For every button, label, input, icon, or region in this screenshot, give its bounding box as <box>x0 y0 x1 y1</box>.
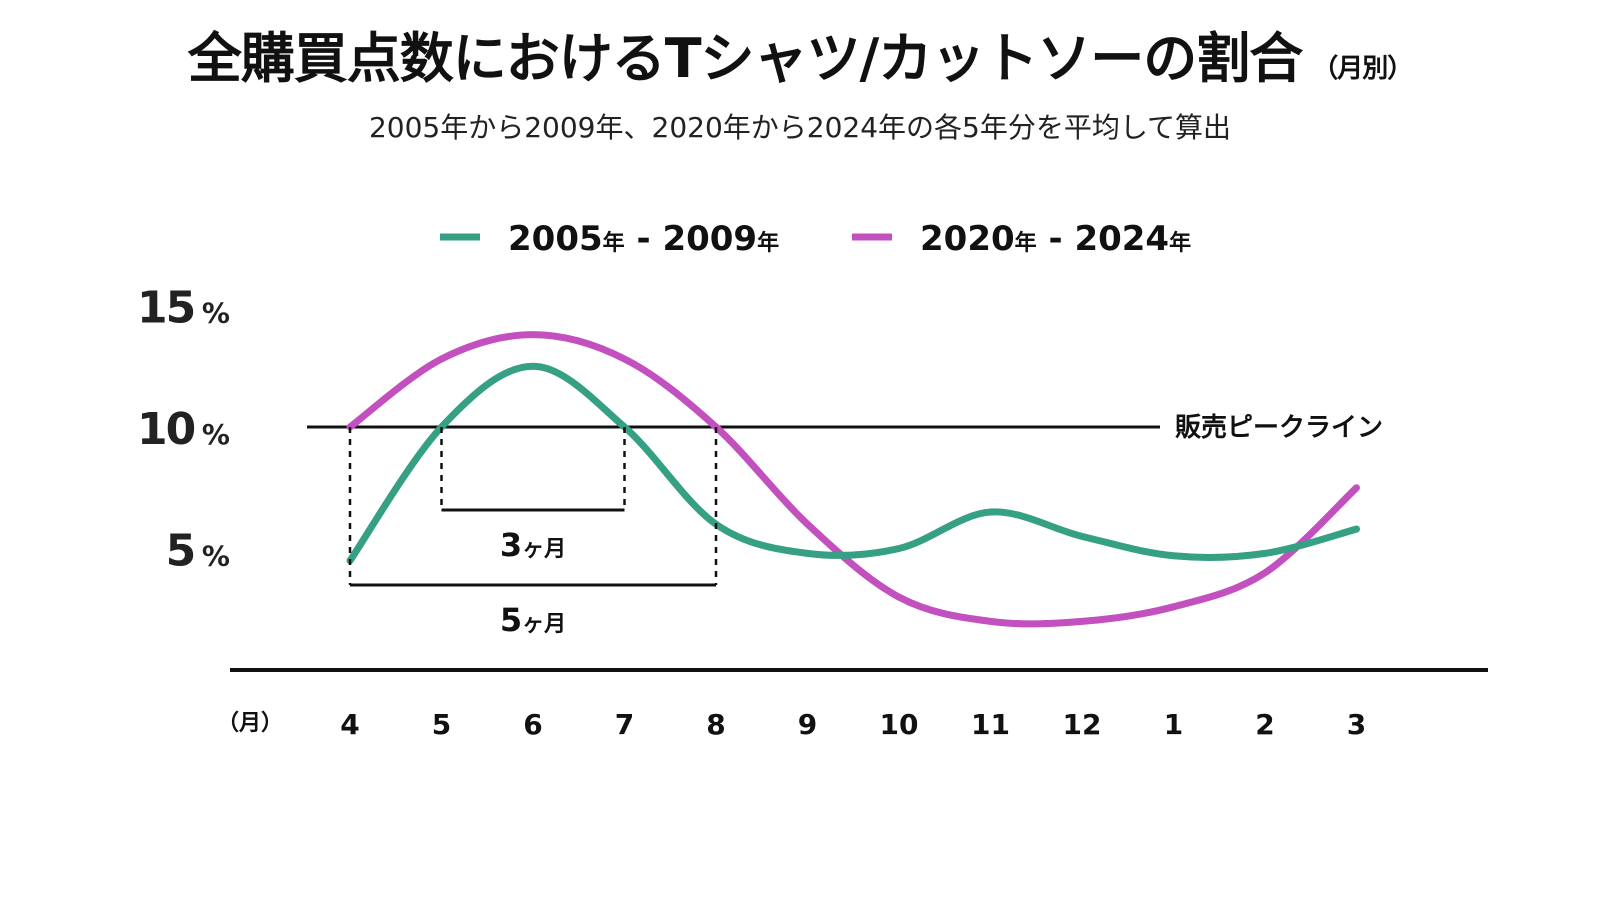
chart-title: 全購買点数におけるTシャツ/カットソーの割合 （月別） <box>0 14 1600 93</box>
x-tick-label: 6 <box>523 708 542 741</box>
series-line <box>346 362 1360 565</box>
x-tick-label: 1 <box>1164 708 1183 741</box>
x-tick-label: 12 <box>1063 708 1102 741</box>
legend-label: 2005年 - 2009年 <box>508 219 779 259</box>
x-tick-label: 8 <box>706 708 725 741</box>
x-tick-label: 11 <box>971 708 1010 741</box>
x-tick-label: 4 <box>340 708 359 741</box>
x-axis-unit-label: （月） <box>217 711 283 736</box>
x-tick-label: 9 <box>798 708 817 741</box>
y-tick-label: 15 % <box>137 283 230 334</box>
chart-title-unit: （月別） <box>1312 54 1413 84</box>
x-tick-label: 3 <box>1347 708 1366 741</box>
x-tick-label: 10 <box>880 708 919 741</box>
reference-line-label: 販売ピークライン <box>1175 413 1383 443</box>
y-tick-label: 10 % <box>137 404 230 455</box>
chart-subtitle: 2005年から2009年、2020年から2024年の各5年分を平均して算出 <box>368 111 1231 144</box>
x-tick-label: 2 <box>1255 708 1274 741</box>
annotation-label: 3ヶ月 <box>500 526 566 564</box>
x-tick-label: 5 <box>432 708 451 741</box>
annotation-label: 5ヶ月 <box>500 601 566 639</box>
x-tick-label: 7 <box>615 708 634 741</box>
y-tick-label: 5 % <box>166 526 230 577</box>
legend-label: 2020年 - 2024年 <box>920 219 1191 259</box>
chart-title-text: 全購買点数におけるTシャツ/カットソーの割合 <box>187 27 1304 90</box>
